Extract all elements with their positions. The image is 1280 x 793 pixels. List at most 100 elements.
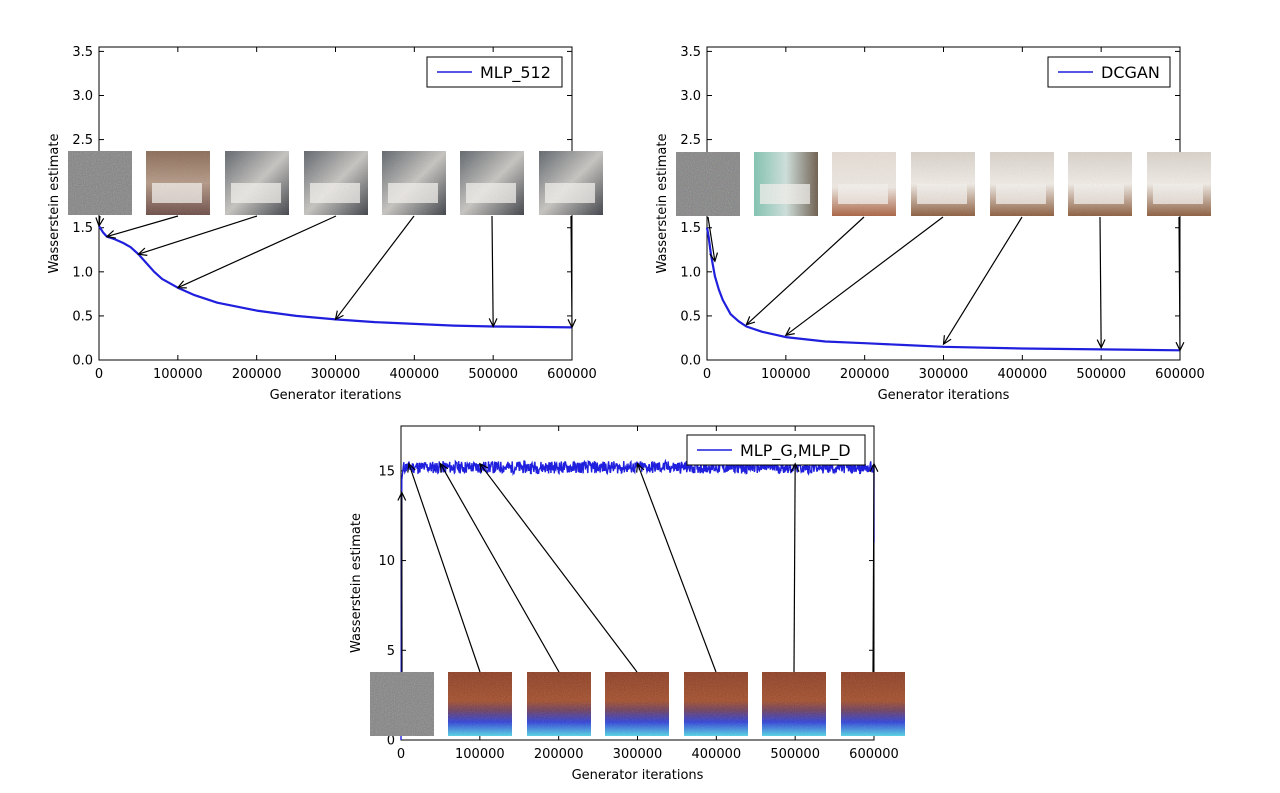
sample-image xyxy=(1068,152,1132,216)
arrow-head xyxy=(105,230,116,239)
annotation-arrow xyxy=(785,216,944,336)
x-tick-label: 100000 xyxy=(761,367,811,382)
y-tick-label: 3.5 xyxy=(680,45,701,60)
y-tick-label: 2.5 xyxy=(72,133,93,148)
chart-2: 0 100000 200000 300000 400000 500000 600000 0.0… xyxy=(655,45,1211,403)
texture-grain xyxy=(841,672,905,736)
sample-image xyxy=(460,151,524,215)
arrow-head xyxy=(1175,341,1185,352)
arrow-head xyxy=(784,327,795,337)
y-tick-label: 0.5 xyxy=(72,309,93,324)
annotation-arrow xyxy=(636,463,717,673)
sample-image xyxy=(382,151,446,215)
bedroom-grain xyxy=(225,151,289,215)
sample-image xyxy=(605,672,669,736)
noise-grain xyxy=(68,151,132,215)
y-tick-label: 3.0 xyxy=(680,89,701,104)
arrow-head xyxy=(407,462,416,473)
arrow-head xyxy=(636,462,645,473)
x-tick-label: 0 xyxy=(95,367,103,382)
x-tick-label: 600000 xyxy=(849,747,899,762)
sample-image xyxy=(304,151,368,215)
y-tick-label: 5 xyxy=(387,644,395,659)
annotation-arrow xyxy=(1178,216,1181,351)
arrow-head xyxy=(567,318,577,329)
sample-image xyxy=(762,672,826,736)
x-tick-label: 300000 xyxy=(311,367,361,382)
arrow-head xyxy=(942,335,952,346)
noise-grain xyxy=(370,672,434,736)
sample-image xyxy=(370,672,434,736)
chart-3: 0 100000 200000 300000 400000 500000 600000 0 5 1… xyxy=(349,425,905,783)
sample-image xyxy=(676,152,740,216)
y-tick-label: 0.5 xyxy=(680,309,701,324)
legend-label: DCGAN xyxy=(1101,63,1160,82)
bedroom-grain xyxy=(1068,152,1132,216)
x-axis-label: Generator iterations xyxy=(572,768,704,783)
y-tick-label: 2.5 xyxy=(680,133,701,148)
x-tick-label: 200000 xyxy=(840,367,890,382)
y-tick-label: 15 xyxy=(378,464,395,479)
texture-grain xyxy=(527,672,591,736)
sample-image xyxy=(832,152,896,216)
y-tick-label: 1.5 xyxy=(680,221,701,236)
x-tick-label: 0 xyxy=(703,367,711,382)
annotation-arrow xyxy=(872,463,875,673)
texture-grain xyxy=(448,672,512,736)
arrow-head xyxy=(790,462,800,473)
x-tick-label: 200000 xyxy=(534,747,584,762)
chart-1: 0 100000 200000 300000 400000 500000 600000 0.0… xyxy=(47,45,603,403)
arrow-head xyxy=(137,247,148,256)
annotation-arrow xyxy=(707,216,716,262)
sample-image xyxy=(841,672,905,736)
x-tick-label: 400000 xyxy=(692,747,742,762)
annotation-arrow xyxy=(570,215,573,328)
texture-grain xyxy=(605,672,669,736)
bedroom-grain xyxy=(460,151,524,215)
sample-image xyxy=(754,152,818,216)
y-tick-label: 1.0 xyxy=(72,265,93,280)
bedroom-grain xyxy=(1147,152,1211,216)
bedroom-grain xyxy=(832,152,896,216)
legend: MLP_512 xyxy=(426,56,563,88)
sample-image xyxy=(684,672,748,736)
annotation-arrows xyxy=(95,215,577,329)
annotation-arrow xyxy=(439,463,560,673)
x-tick-label: 200000 xyxy=(232,367,282,382)
arrow-head xyxy=(869,462,879,473)
x-tick-label: 400000 xyxy=(998,367,1048,382)
noise-grain xyxy=(676,152,740,216)
sample-image xyxy=(911,152,975,216)
y-tick-label: 10 xyxy=(378,554,395,569)
x-tick-label: 100000 xyxy=(153,367,203,382)
x-tick-label: 300000 xyxy=(613,747,663,762)
y-tick-label: 1.5 xyxy=(72,221,93,236)
annotation-arrows xyxy=(397,462,879,673)
bedroom-grain xyxy=(539,151,603,215)
arrow-head xyxy=(488,318,498,328)
annotation-arrow xyxy=(746,216,865,326)
bedroom-grain xyxy=(382,151,446,215)
y-tick-label: 3.0 xyxy=(72,89,93,104)
sample-thumbnails xyxy=(370,672,905,736)
arrow-head xyxy=(95,217,105,228)
annotation-arrow xyxy=(793,463,796,673)
legend: DCGAN xyxy=(1047,56,1171,88)
y-tick-label: 0 xyxy=(387,734,395,749)
sample-image xyxy=(225,151,289,215)
annotation-arrows xyxy=(707,216,1185,352)
arrow-head xyxy=(439,462,449,473)
arrow-head xyxy=(334,310,344,321)
bedroom-grain xyxy=(304,151,368,215)
x-tick-label: 0 xyxy=(397,747,405,762)
x-tick-label: 400000 xyxy=(390,367,440,382)
sample-image xyxy=(146,151,210,215)
texture-grain xyxy=(684,672,748,736)
y-axis-label: Wasserstein estimate xyxy=(655,134,670,274)
sample-image xyxy=(1147,152,1211,216)
annotation-arrow xyxy=(138,215,258,255)
y-tick-label: 3.5 xyxy=(72,45,93,60)
annotation-arrow xyxy=(177,215,337,289)
bedroom-grain xyxy=(146,151,210,215)
bedroom-grain xyxy=(911,152,975,216)
